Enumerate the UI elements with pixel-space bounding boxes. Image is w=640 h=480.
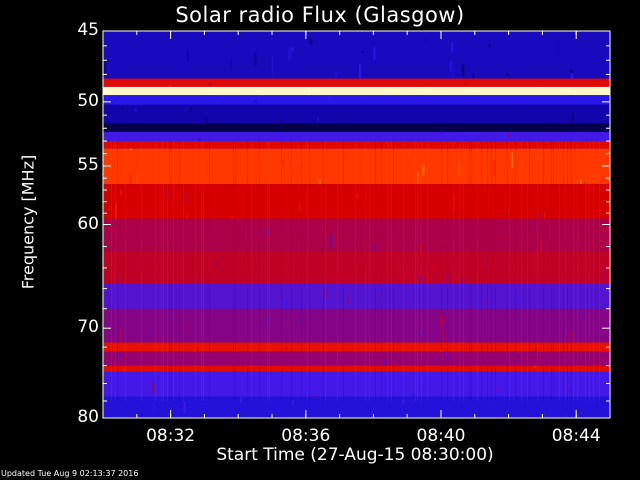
y-tick-label: 45	[77, 20, 99, 40]
heatmap-band	[103, 308, 610, 343]
heatmap-band	[103, 365, 610, 372]
y-tick-label: 70	[77, 317, 99, 338]
heatmap-band	[103, 86, 610, 96]
y-tick-label: 60	[77, 213, 99, 234]
heatmap-band	[103, 251, 610, 284]
heatmap-band	[103, 351, 610, 366]
chart-title: Solar radio Flux (Glasgow)	[175, 3, 465, 27]
heatmap-band	[103, 396, 610, 418]
heatmap-band	[103, 148, 610, 185]
heatmap-band	[103, 123, 610, 133]
x-tick-label: 08:44	[551, 426, 601, 446]
heatmap-band	[103, 141, 610, 149]
heatmap-band	[103, 218, 610, 252]
heatmap-band	[103, 132, 610, 142]
heatmap-band	[103, 184, 610, 219]
x-tick-label: 08:40	[416, 426, 466, 446]
heatmap-band	[103, 283, 610, 309]
heatmap-band	[103, 31, 610, 79]
x-tick-label: 08:36	[281, 426, 331, 446]
x-axis-label: Start Time (27-Aug-15 08:30:00)	[216, 445, 494, 465]
heatmap-band	[103, 78, 610, 87]
heatmap-bands	[103, 31, 610, 418]
y-tick-label: 80	[77, 407, 99, 427]
heatmap-band	[103, 104, 610, 124]
updated-timestamp: Updated Tue Aug 9 02:13:37 2016	[1, 469, 139, 478]
heatmap-band	[103, 371, 610, 397]
y-tick-label: 55	[77, 154, 99, 175]
heatmap-band	[103, 95, 610, 105]
x-tick-label: 08:32	[146, 426, 196, 446]
heatmap-band	[103, 342, 610, 352]
y-tick-label: 50	[77, 90, 99, 111]
